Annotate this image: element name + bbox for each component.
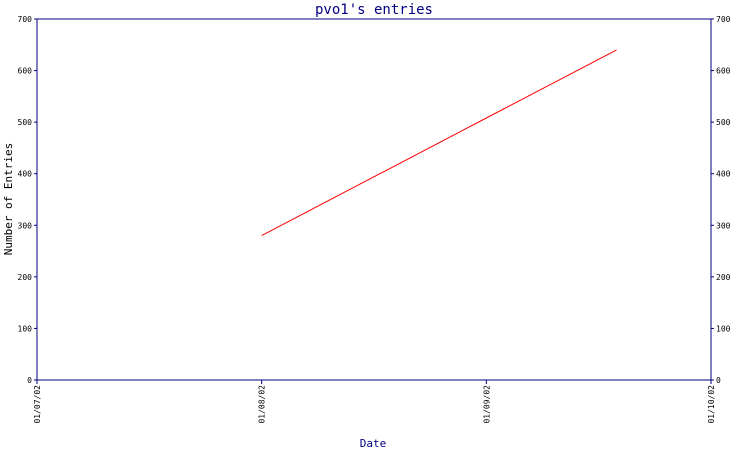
x-tick-label: 01/07/02 (33, 385, 42, 424)
y-tick-label-right: 700 (716, 15, 731, 24)
y-tick-label-left: 0 (27, 376, 32, 385)
y-tick-label-right: 300 (716, 221, 731, 230)
series-line (261, 49, 617, 237)
series-group (261, 49, 617, 237)
y-tick-label-right: 400 (716, 170, 731, 179)
y-tick-label-left: 100 (18, 324, 33, 333)
x-tick-label: 01/08/02 (258, 385, 267, 424)
x-ticks: 01/07/02 01/08/02 01/09/02 01/10/02 (33, 380, 716, 424)
y-tick-label-right: 200 (716, 273, 731, 282)
x-axis-label: Date (360, 437, 387, 450)
y-axis-label: Number of Entries (2, 143, 15, 256)
y-tick-label-left: 700 (18, 15, 33, 24)
y-ticks-left: 0 100 200 300 400 500 600 700 (18, 15, 37, 385)
y-tick-label-right: 600 (716, 67, 731, 76)
y-ticks-right: 0 100 200 300 400 500 600 700 (711, 15, 731, 385)
y-tick-label-left: 400 (18, 170, 33, 179)
x-tick-label: 01/09/02 (482, 385, 491, 424)
axes (36, 18, 712, 381)
y-tick-label-left: 500 (18, 118, 33, 127)
y-tick-label-left: 200 (18, 273, 33, 282)
x-tick-label: 01/10/02 (707, 385, 716, 424)
y-tick-label-right: 0 (716, 376, 721, 385)
y-tick-label-right: 500 (716, 118, 731, 127)
y-tick-label-left: 300 (18, 221, 33, 230)
y-tick-label-left: 600 (18, 67, 33, 76)
y-tick-label-right: 100 (716, 324, 731, 333)
chart-title: pvo1's entries (315, 2, 433, 18)
